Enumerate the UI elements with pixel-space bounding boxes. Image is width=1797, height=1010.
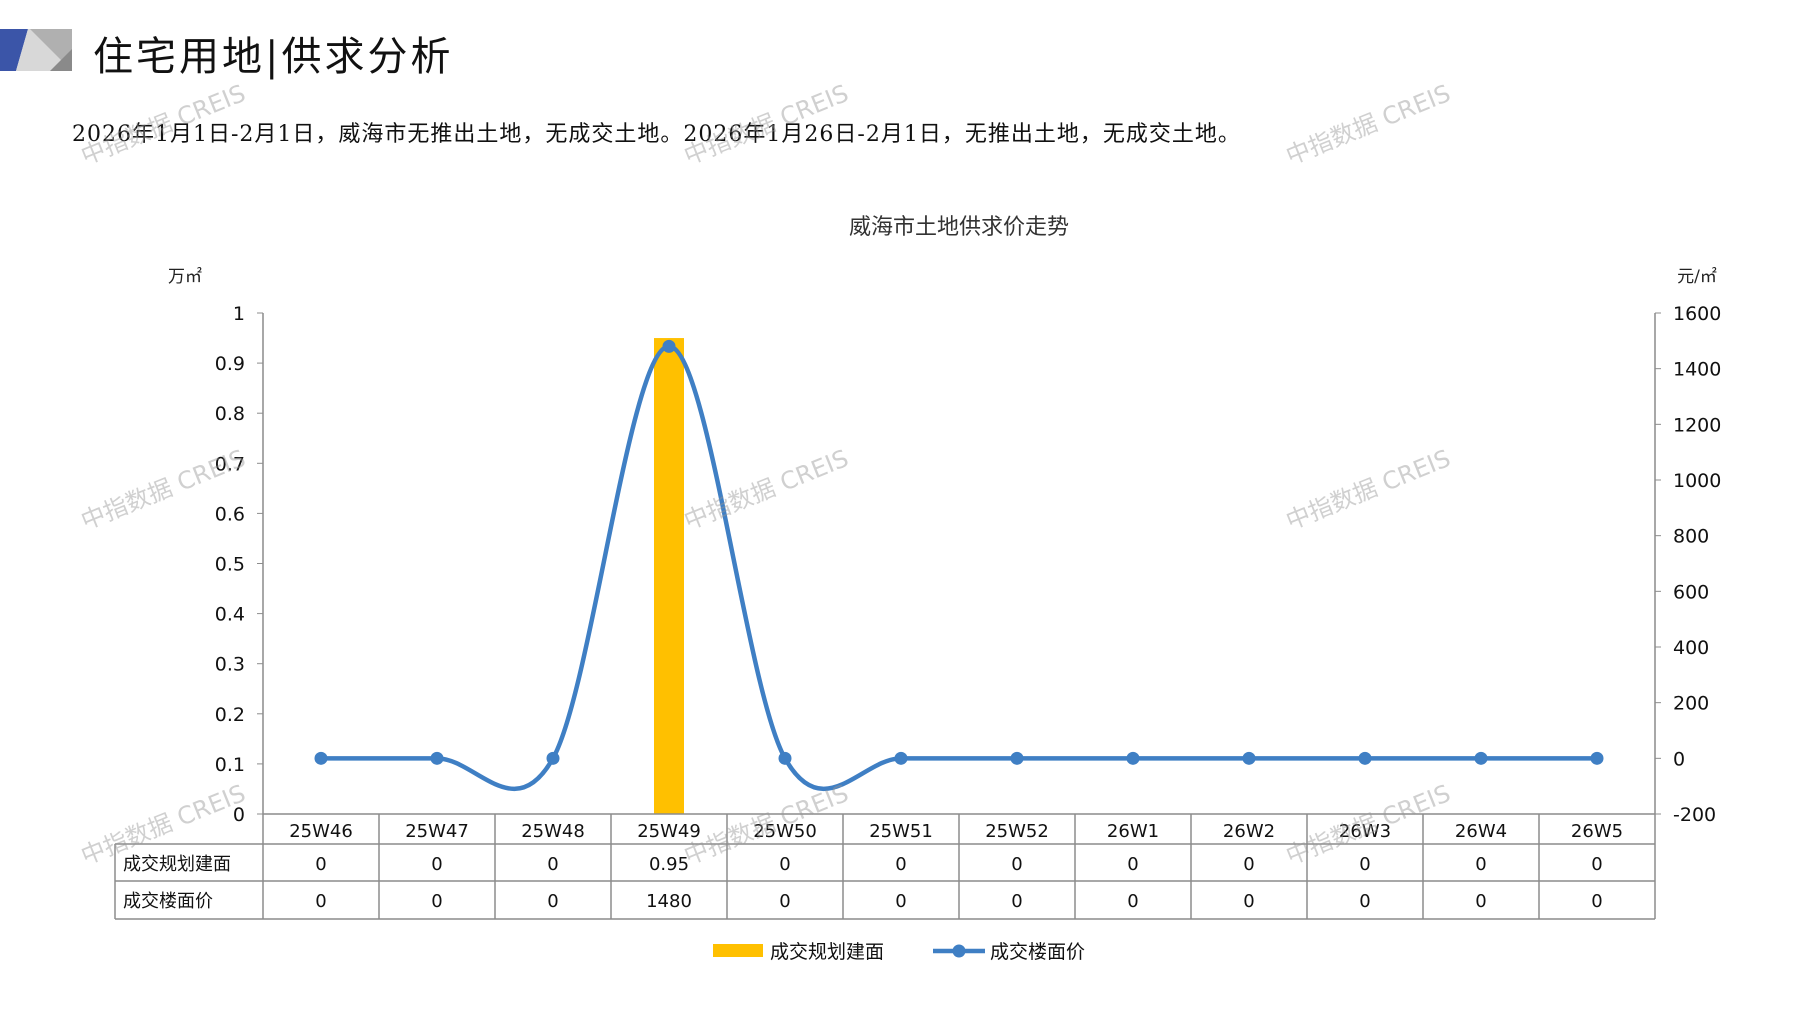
y-left-tick-label: 0.4 xyxy=(215,604,245,626)
x-tick-label: 25W51 xyxy=(869,821,933,842)
y-right-tick-label: -200 xyxy=(1673,804,1716,826)
table-row-label: 成交楼面价 xyxy=(123,891,213,912)
y-right-tick-label: 400 xyxy=(1673,637,1709,659)
x-tick-label: 25W49 xyxy=(637,821,701,842)
x-tick-label: 25W47 xyxy=(405,821,469,842)
x-tick-label: 25W46 xyxy=(289,821,353,842)
legend-bar-swatch xyxy=(713,944,763,957)
data-label: 0.95 xyxy=(649,854,689,875)
data-label: 0 xyxy=(1359,891,1370,912)
chart-title: 威海市土地供求价走势 xyxy=(849,215,1069,240)
y-right-tick-label: 600 xyxy=(1673,581,1709,603)
line-point-25W51 xyxy=(894,751,908,765)
table-row-label: 成交规划建面 xyxy=(123,854,231,875)
y-left-tick-label: 0.3 xyxy=(215,654,245,676)
data-label: 1480 xyxy=(646,891,692,912)
x-tick-label: 25W48 xyxy=(521,821,585,842)
data-label: 0 xyxy=(1011,891,1022,912)
y-left-tick-label: 0.6 xyxy=(215,503,245,525)
legend-line-marker xyxy=(952,944,966,958)
line-point-25W50 xyxy=(778,751,792,765)
y-left-tick-label: 0 xyxy=(233,804,245,826)
data-label: 0 xyxy=(779,854,790,875)
data-label: 0 xyxy=(1475,891,1486,912)
y-right-tick-label: 1200 xyxy=(1673,414,1721,436)
line-point-25W52 xyxy=(1010,751,1024,765)
y-left-tick-label: 0.9 xyxy=(215,353,245,375)
y-right-tick-label: 800 xyxy=(1673,526,1709,548)
y-right-tick-label: 200 xyxy=(1673,693,1709,715)
legend-bar-label: 成交规划建面 xyxy=(770,941,884,963)
data-label: 0 xyxy=(431,854,442,875)
line-成交楼面价 xyxy=(320,344,1597,792)
y-right-unit: 元/㎡ xyxy=(1677,267,1717,287)
line-point-26W1 xyxy=(1126,751,1140,765)
x-tick-label: 26W1 xyxy=(1107,821,1159,842)
header-logo xyxy=(0,29,72,71)
y-left-unit: 万㎡ xyxy=(168,267,202,287)
y-left-tick-label: 0.1 xyxy=(215,754,245,776)
line-point-25W49 xyxy=(662,339,676,353)
data-label: 0 xyxy=(1243,854,1254,875)
y-left-tick-label: 0.8 xyxy=(215,403,245,425)
data-label: 0 xyxy=(431,891,442,912)
x-tick-label: 26W5 xyxy=(1571,821,1623,842)
bar-25W49 xyxy=(654,338,684,814)
y-right-tick-label: 1600 xyxy=(1673,303,1721,325)
y-left-tick-label: 0.7 xyxy=(215,453,245,475)
x-tick-label: 25W50 xyxy=(753,821,817,842)
line-point-26W5 xyxy=(1590,751,1604,765)
data-label: 0 xyxy=(895,891,906,912)
y-right-tick-label: 1000 xyxy=(1673,470,1721,492)
y-left-tick-label: 1 xyxy=(233,303,245,325)
line-point-25W47 xyxy=(430,751,444,765)
line-point-25W48 xyxy=(546,751,560,765)
data-label: 0 xyxy=(1359,854,1370,875)
y-left-tick-label: 0.5 xyxy=(215,554,245,576)
data-label: 0 xyxy=(1243,891,1254,912)
data-label: 0 xyxy=(315,891,326,912)
line-point-26W3 xyxy=(1358,751,1372,765)
page-title: 住宅用地|供求分析 xyxy=(93,34,454,80)
x-tick-label: 26W4 xyxy=(1455,821,1507,842)
data-label: 0 xyxy=(1591,854,1602,875)
data-label: 0 xyxy=(315,854,326,875)
data-label: 0 xyxy=(1011,854,1022,875)
line-point-26W4 xyxy=(1474,751,1488,765)
data-label: 0 xyxy=(547,854,558,875)
data-label: 0 xyxy=(895,854,906,875)
summary-text: 2026年1月1日-2月1日，威海市无推出土地，无成交土地。2026年1月26日… xyxy=(72,122,1241,147)
x-tick-label: 26W3 xyxy=(1339,821,1391,842)
data-label: 0 xyxy=(1127,891,1138,912)
y-right-tick-label: 0 xyxy=(1673,748,1685,770)
legend-line-label: 成交楼面价 xyxy=(990,941,1085,963)
data-label: 0 xyxy=(1475,854,1486,875)
data-label: 0 xyxy=(547,891,558,912)
data-label: 0 xyxy=(779,891,790,912)
data-label: 0 xyxy=(1591,891,1602,912)
line-point-25W46 xyxy=(314,751,328,765)
line-point-26W2 xyxy=(1242,751,1256,765)
x-tick-label: 26W2 xyxy=(1223,821,1275,842)
y-right-tick-label: 1400 xyxy=(1673,359,1721,381)
y-left-tick-label: 0.2 xyxy=(215,704,245,726)
x-tick-label: 25W52 xyxy=(985,821,1049,842)
data-label: 0 xyxy=(1127,854,1138,875)
